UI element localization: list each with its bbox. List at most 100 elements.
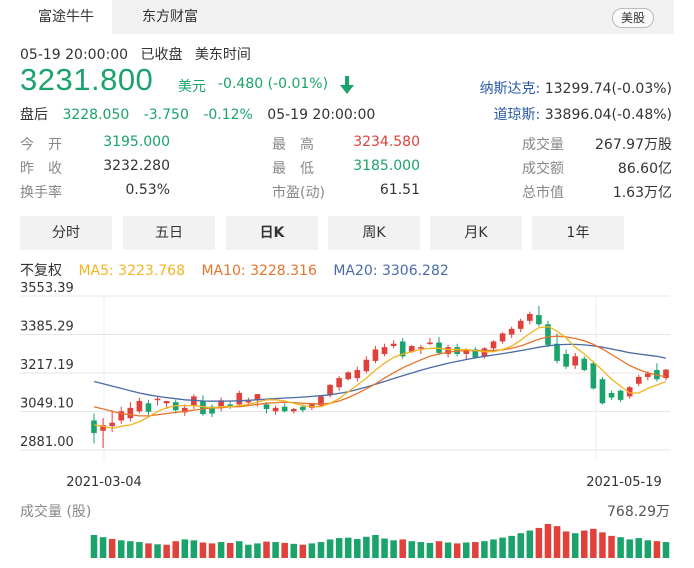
volume-bar: [535, 527, 543, 558]
volume-bar: [236, 541, 243, 558]
volume-bar: [635, 538, 643, 558]
last-price: 3231.800: [20, 62, 154, 97]
after-hours-price: 3228.050: [62, 107, 130, 123]
candle: [318, 396, 324, 406]
candle: [236, 392, 243, 405]
x-tick-label: 2021-03-04: [66, 475, 142, 490]
tab-futu[interactable]: 富途牛牛: [20, 0, 112, 34]
tab-weekly-k[interactable]: 周K: [328, 216, 420, 250]
candle: [163, 400, 170, 404]
ma10-label: MA10: 3228.316: [201, 263, 317, 279]
after-hours-quote: 盘后 3228.050 -3.750 -0.12% 05-19 20:00:00: [20, 104, 375, 124]
volume-bar: [208, 543, 216, 558]
candle: [445, 347, 451, 355]
candle: [408, 346, 415, 352]
volume-bar: [571, 533, 579, 558]
stat-label: 换手率: [20, 185, 62, 201]
candle: [154, 398, 161, 401]
candle: [635, 376, 642, 384]
volume-bar: [136, 542, 143, 558]
candle: [209, 406, 215, 414]
candle: [626, 387, 633, 397]
volume-title: 成交量 (股): [20, 504, 92, 520]
stat-label: 成交量: [522, 137, 564, 153]
volume-bar: [254, 543, 261, 558]
tab-monthly-k[interactable]: 月K: [430, 216, 522, 250]
volume-bar: [317, 542, 325, 558]
candle: [372, 349, 379, 361]
candle: [336, 378, 342, 388]
volume-bar: [544, 524, 552, 558]
volume-bar: [462, 542, 470, 558]
candle: [399, 341, 406, 357]
volume-bar: [453, 543, 461, 558]
volume-bar: [326, 539, 334, 558]
volume-bar: [608, 535, 615, 558]
candle: [381, 347, 388, 355]
y-tick-label: 3217.19: [20, 358, 74, 373]
candle: [499, 333, 506, 342]
candle: [327, 384, 333, 396]
stat-label: 最 高: [272, 137, 314, 153]
ma20-label: MA20: 3306.282: [333, 263, 449, 279]
candle: [300, 406, 306, 411]
volume-bar: [372, 534, 379, 558]
tab-eastmoney[interactable]: 东方财富: [142, 9, 198, 25]
candle: [581, 358, 588, 371]
market-state: 已收盘: [140, 47, 183, 63]
volume-chart[interactable]: [0, 520, 694, 560]
candle: [100, 425, 106, 431]
volume-bar: [108, 538, 116, 558]
x-tick-label: 2021-05-19: [586, 475, 662, 490]
candle: [363, 359, 370, 372]
stat-turnover-rate: 0.53%: [125, 182, 170, 198]
volume-bar: [190, 540, 198, 558]
ma10-line: [93, 335, 667, 417]
volume-bar: [363, 536, 370, 558]
candle: [418, 347, 424, 349]
tab-1year[interactable]: 1年: [532, 216, 624, 250]
candle: [218, 400, 224, 407]
tab-5day[interactable]: 五日: [123, 216, 215, 250]
volume-bar: [354, 538, 361, 558]
candle: [200, 400, 206, 415]
tab-intraday[interactable]: 分时: [20, 216, 112, 250]
ma-legend: 不复权 MA5: 3223.768 MA10: 3228.316 MA20: 3…: [20, 260, 461, 280]
volume-bar: [644, 540, 652, 558]
tab-daily-k[interactable]: 日K: [226, 216, 318, 250]
candle: [272, 407, 279, 412]
candle: [281, 406, 288, 412]
y-tick-label: 3553.39: [20, 281, 74, 296]
candle: [663, 369, 669, 379]
candle: [191, 396, 197, 406]
volume-bar: [526, 530, 534, 558]
index-nasdaq[interactable]: 纳斯达克: 13299.74(-0.03%): [480, 78, 672, 98]
candle: [354, 370, 361, 379]
timezone: 美东时间: [194, 47, 251, 63]
candle: [390, 343, 397, 347]
candle: [181, 407, 188, 413]
volume-bar: [290, 543, 298, 558]
volume-bar: [617, 537, 624, 558]
candle: [563, 354, 569, 367]
adjust-mode[interactable]: 不复权: [20, 263, 62, 279]
stat-volume: 267.97万股: [595, 137, 672, 153]
volume-bar: [117, 540, 125, 558]
candle: [590, 363, 597, 389]
index-name: 道琼斯:: [493, 107, 541, 123]
candle: [245, 400, 252, 403]
candle: [472, 349, 479, 358]
volume-bar: [299, 544, 307, 558]
candle: [427, 342, 433, 345]
candle: [572, 356, 579, 366]
market-badge[interactable]: 美股: [611, 8, 654, 28]
candlestick-chart[interactable]: 3553.39 3385.29 3217.19 3049.10 2881.00 2021-…: [0, 278, 694, 498]
stat-label: 成交额: [522, 161, 564, 177]
candle: [263, 404, 270, 410]
volume-max: 768.29万: [607, 504, 670, 520]
volume-bar: [90, 534, 98, 558]
after-hours-label: 盘后: [20, 107, 48, 123]
index-value: 13299.74(-0.03%): [544, 81, 672, 97]
index-dow[interactable]: 道琼斯: 33896.04(-0.48%): [494, 104, 672, 124]
down-arrow-icon: [340, 76, 354, 94]
